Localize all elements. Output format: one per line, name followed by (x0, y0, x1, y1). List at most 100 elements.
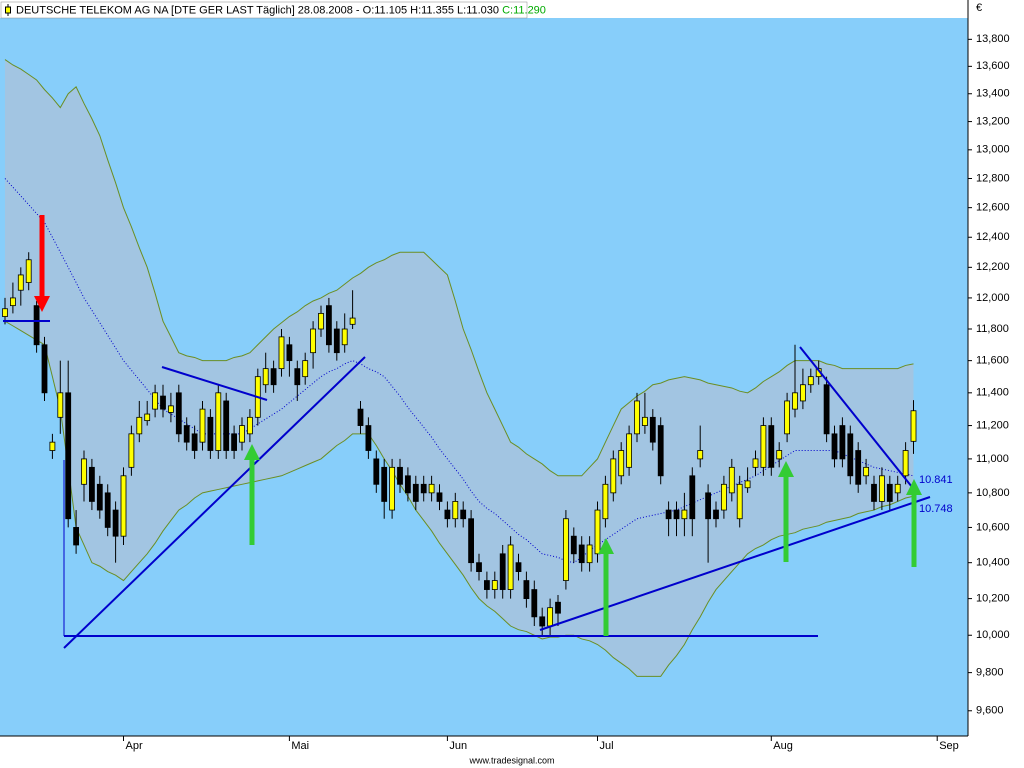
candle-body (381, 466, 388, 502)
candle-body (531, 589, 538, 618)
candle-body (57, 392, 64, 418)
candle-body (673, 509, 680, 520)
band-fill (5, 59, 914, 677)
y-tick-label: 13,200 (976, 115, 1010, 127)
candle-body (468, 518, 475, 564)
x-tick-label: Jul (600, 740, 614, 752)
sell-arrow-head (34, 296, 50, 312)
candle-body (831, 433, 838, 460)
candle-body (902, 450, 909, 477)
close-label: C:11.290 (502, 4, 546, 16)
band-lower (4, 320, 914, 677)
candle-body (65, 392, 72, 520)
y-tick-label: 12,200 (976, 261, 1010, 273)
candle-body (744, 480, 751, 489)
candle-body (81, 458, 87, 485)
candle-body (404, 475, 411, 494)
buy-arrow-head (906, 479, 922, 495)
candle-body (776, 450, 783, 460)
y-tick-label: 11,400 (976, 387, 1009, 399)
candle-body (207, 416, 214, 451)
x-tick-label: Aug (773, 740, 793, 752)
candle-body (879, 475, 885, 502)
candle-body (752, 458, 759, 468)
candle-body (863, 466, 869, 477)
candle-body (570, 535, 577, 555)
candle-body (713, 509, 719, 520)
candle-body (539, 616, 546, 627)
candle-body (594, 509, 601, 555)
candle-body (452, 501, 459, 520)
y-tick-label: 11,200 (976, 419, 1009, 431)
y-tick-label: 12,800 (976, 172, 1010, 184)
y-tick-label: 13,400 (976, 88, 1010, 100)
candle-body (483, 580, 490, 590)
candle-body (634, 400, 640, 435)
candle-body (563, 518, 569, 581)
candle-body (681, 509, 688, 520)
y-tick-label: 11,600 (976, 355, 1009, 367)
candle-body (721, 483, 727, 511)
candle-body (223, 400, 230, 451)
candle-body (175, 392, 182, 435)
candle-body (523, 580, 530, 600)
band-upper (4, 59, 914, 477)
annotation: 10.841 (919, 474, 953, 486)
candle-body (784, 400, 790, 435)
candle-body (728, 466, 735, 494)
candle-body (665, 509, 672, 520)
candle-body (697, 450, 704, 460)
candle-body (215, 392, 222, 451)
candle-body (768, 425, 775, 468)
y-tick-label: 11,000 (976, 453, 1009, 465)
candle-body (444, 509, 451, 520)
candle-body (278, 336, 285, 370)
y-tick-label: 12,400 (976, 231, 1010, 243)
candle-body (41, 344, 48, 394)
y-tick-label: 12,000 (976, 292, 1010, 304)
candle-body (9, 297, 16, 307)
candle-body (2, 308, 8, 317)
buy-arrow-head (598, 538, 614, 554)
candle-body (89, 466, 95, 502)
candle-body (586, 544, 593, 564)
candle-body (515, 562, 522, 572)
y-tick-label: 10,200 (976, 593, 1010, 605)
candle-body (160, 395, 166, 410)
candle-body (871, 483, 877, 502)
candle-body (104, 492, 111, 528)
candle-body (823, 384, 830, 435)
trend-line (161, 366, 268, 401)
y-tick-label: 13,800 (976, 33, 1010, 45)
candle-body (17, 274, 24, 291)
candle-body (760, 425, 767, 468)
candle-body (460, 509, 467, 520)
candle-body (839, 425, 846, 460)
candle-body (649, 416, 656, 443)
candle-body (736, 483, 743, 520)
candle-body (886, 483, 893, 502)
candle-body (310, 328, 317, 354)
y-tick-label: 10,000 (976, 629, 1010, 641)
candle-body (239, 425, 245, 443)
candle-body (262, 368, 269, 386)
candle-body (910, 410, 917, 442)
candle-body (642, 416, 648, 426)
candle-body (183, 425, 190, 443)
y-tick-label: 10,400 (976, 557, 1010, 569)
candle-body (894, 483, 901, 494)
candle-body (302, 360, 309, 378)
candle-body (397, 466, 403, 485)
candle-body (191, 433, 198, 451)
candle-body (73, 527, 79, 546)
candle-body (365, 425, 372, 451)
y-tick-label: 11,800 (976, 323, 1009, 335)
candle-body (547, 607, 553, 627)
trend-line (799, 346, 913, 488)
candle-body (25, 259, 32, 283)
currency-label: € (976, 2, 982, 14)
candle-body (144, 413, 151, 422)
x-tick-label: Jun (449, 740, 467, 752)
candle-body (167, 405, 174, 413)
candles-layer (2, 252, 917, 636)
